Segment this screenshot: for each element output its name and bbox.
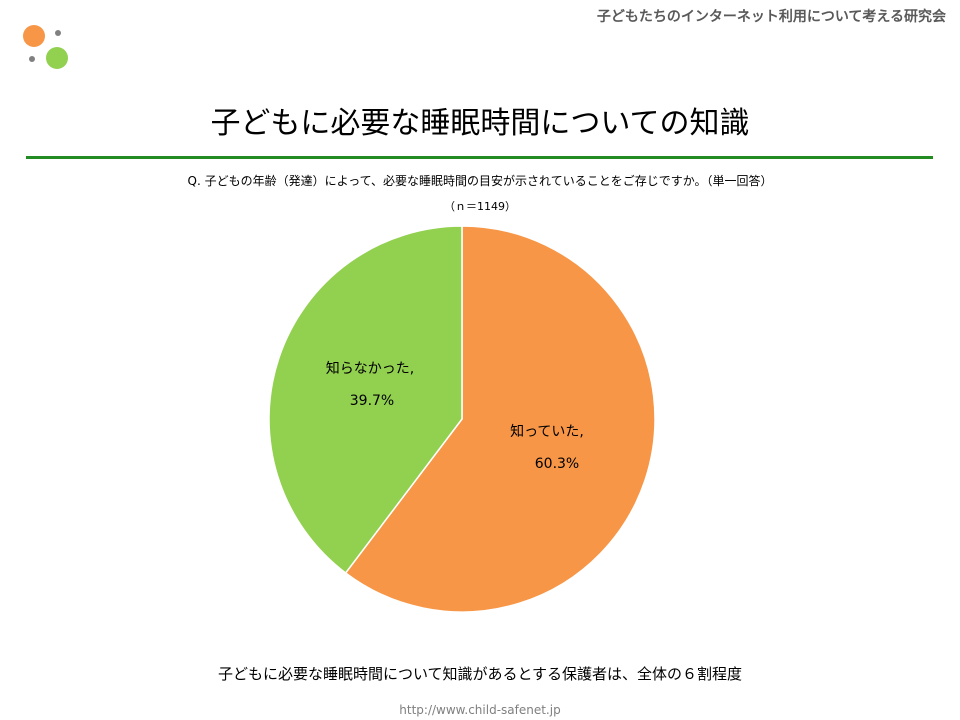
logo-dots [23,25,68,69]
organization-name: 子どもたちのインターネット利用について考える研究会 [596,9,946,25]
pie-slice [344,225,656,613]
logo-gray-dot [55,30,61,36]
sample-size: （ｎ＝1149） [444,200,516,213]
footer-url[interactable]: http://www.child-safenet.jp [399,703,561,717]
pie-slice [268,225,463,575]
slice-value-label: 39.7% [350,393,394,409]
summary-text: 子どもに必要な睡眠時間について知識があるとする保護者は、全体の６割程度 [217,665,743,683]
slice-label: 知らなかった, [326,360,414,377]
survey-question: Q. 子どもの年齢（発達）によって、必要な睡眠時間の目安が示されていることをご存… [187,174,773,188]
slice-value-label: 60.3% [535,456,579,472]
logo-gray-dot [29,56,35,62]
logo-green-dot [46,47,68,69]
logo-orange-dot [23,25,45,47]
page-title: 子どもに必要な睡眠時間についての知識 [210,106,750,141]
slice-label: 知っていた, [510,423,584,440]
title-divider [26,156,933,159]
